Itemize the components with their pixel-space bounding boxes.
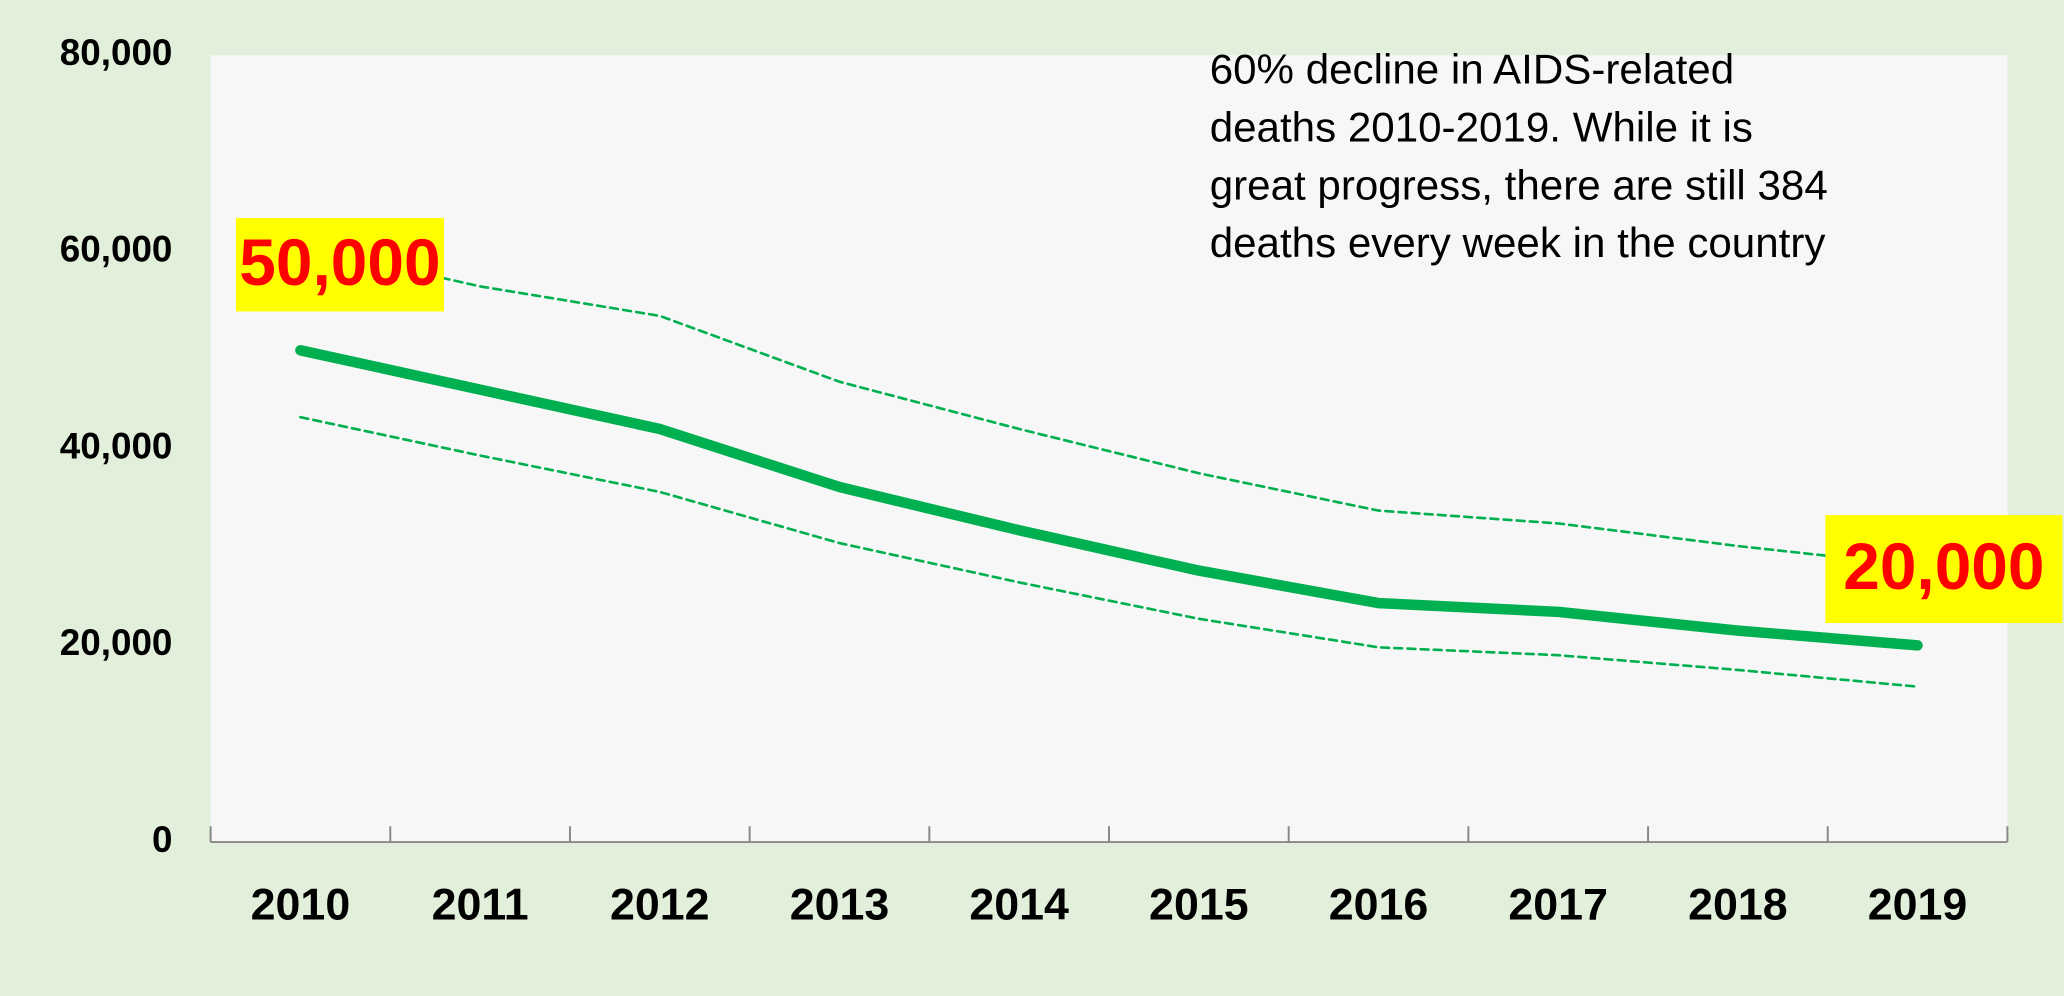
bound-line — [299, 415, 1919, 688]
value-label: 50,000 — [239, 225, 440, 299]
y-tick-label: 0 — [152, 819, 172, 860]
y-tick-label: 20,000 — [60, 622, 173, 663]
x-tick-label: 2011 — [432, 880, 529, 930]
x-tick-label: 2017 — [1508, 880, 1608, 930]
x-tick-label: 2013 — [790, 880, 890, 930]
annotation: deaths every week in the country — [1210, 219, 1826, 266]
x-tick-label: 2012 — [610, 880, 710, 930]
annotation: 60% decline in AIDS-related — [1210, 45, 1734, 92]
y-tick-label: 60,000 — [60, 229, 173, 270]
annotation: deaths 2010-2019. While it is — [1210, 103, 1753, 150]
value-label: 20,000 — [1843, 529, 2044, 603]
bound-line — [299, 244, 1919, 568]
value-label-box — [1825, 515, 2063, 623]
y-tick-label: 80,000 — [60, 32, 173, 73]
x-tick-label: 2019 — [1868, 880, 1968, 930]
y-tick-label: 40,000 — [60, 425, 173, 466]
x-tick-label: 2018 — [1688, 880, 1788, 930]
x-tick-label: 2015 — [1149, 880, 1249, 930]
plot-area — [210, 55, 2008, 843]
value-label-box — [235, 218, 444, 312]
annotation: great progress, there are still 384 — [1210, 161, 1828, 208]
x-tick-label: 2016 — [1329, 880, 1429, 930]
x-tick-label: 2010 — [251, 880, 351, 930]
x-tick-label: 2014 — [969, 880, 1069, 930]
series-line — [295, 345, 1923, 651]
